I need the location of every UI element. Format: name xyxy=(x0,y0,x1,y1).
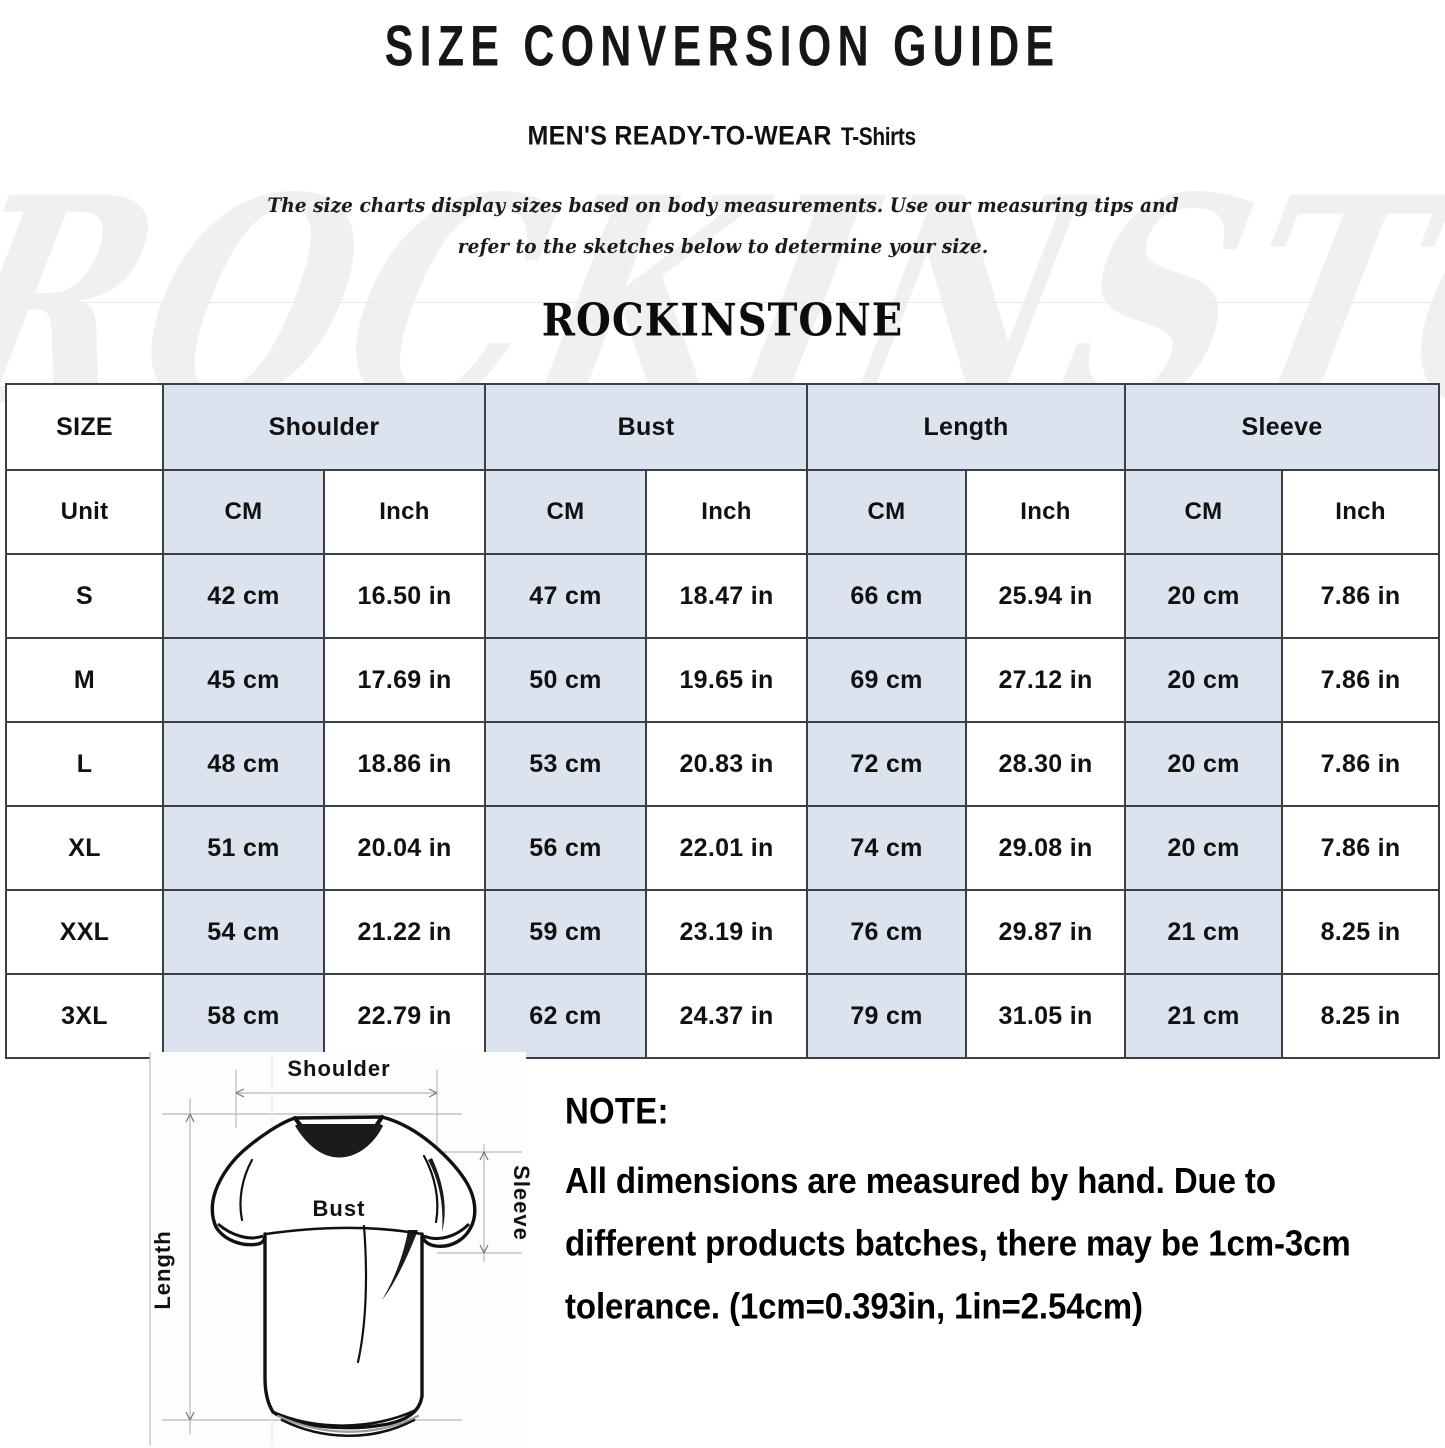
cell-length-in: 25.94 in xyxy=(965,553,1127,639)
bottom-section: Shoulder Bust Sleeve Length NOTE: All di… xyxy=(0,1040,1445,1448)
diagram-label-shoulder: Shoulder xyxy=(287,1056,390,1081)
header: SIZE CONVERSION GUIDE MEN'S READY-TO-WEA… xyxy=(0,0,1445,347)
note-block: NOTE: All dimensions are measured by han… xyxy=(565,1090,1415,1325)
cell-bust-in: 23.19 in xyxy=(644,889,809,975)
table-header-row-measurements: SIZE Shoulder Bust Length Sleeve xyxy=(5,383,1441,471)
table-row: L 48 cm 18.86 in 53 cm 20.83 in 72 cm 28… xyxy=(5,721,1441,807)
header-shoulder-inch: Inch xyxy=(323,469,486,555)
subtitle-product: T-Shirts xyxy=(840,121,916,151)
cell-sleeve-cm: 20 cm xyxy=(1124,553,1284,639)
cell-bust-in: 19.65 in xyxy=(644,637,809,723)
cell-size: XXL xyxy=(5,889,164,975)
header-shoulder: Shoulder xyxy=(162,383,486,471)
size-conversion-table: SIZE Shoulder Bust Length Sleeve Unit CM… xyxy=(5,383,1441,1059)
cell-shoulder-cm: 51 cm xyxy=(162,805,325,891)
table-row: XL 51 cm 20.04 in 56 cm 22.01 in 74 cm 2… xyxy=(5,805,1441,891)
cell-bust-in: 18.47 in xyxy=(644,553,809,639)
diagram-label-length: Length xyxy=(150,1230,175,1309)
size-table-container: SIZE Shoulder Bust Length Sleeve Unit CM… xyxy=(5,383,1441,1059)
header-bust-inch: Inch xyxy=(644,469,809,555)
cell-shoulder-cm: 42 cm xyxy=(162,553,325,639)
cell-sleeve-in: 8.25 in xyxy=(1281,973,1441,1059)
cell-size: S xyxy=(5,553,164,639)
cell-sleeve-in: 7.86 in xyxy=(1281,805,1441,891)
cell-bust-cm: 56 cm xyxy=(484,805,647,891)
cell-bust-cm: 47 cm xyxy=(484,553,647,639)
header-size: SIZE xyxy=(5,383,164,471)
cell-shoulder-in: 22.79 in xyxy=(323,973,486,1059)
table-row: XXL 54 cm 21.22 in 59 cm 23.19 in 76 cm … xyxy=(5,889,1441,975)
cell-sleeve-in: 7.86 in xyxy=(1281,637,1441,723)
table-row: 3XL 58 cm 22.79 in 62 cm 24.37 in 79 cm … xyxy=(5,973,1441,1059)
header-bust-cm: CM xyxy=(484,469,647,555)
cell-length-in: 28.30 in xyxy=(965,721,1127,807)
header-bust: Bust xyxy=(483,383,809,471)
cell-bust-in: 22.01 in xyxy=(644,805,809,891)
cell-bust-cm: 50 cm xyxy=(484,637,647,723)
cell-length-in: 31.05 in xyxy=(965,973,1127,1059)
cell-shoulder-in: 17.69 in xyxy=(323,637,486,723)
cell-length-cm: 76 cm xyxy=(806,889,968,975)
cell-shoulder-in: 16.50 in xyxy=(323,553,486,639)
cell-sleeve-cm: 21 cm xyxy=(1124,889,1284,975)
header-length-inch: Inch xyxy=(965,469,1127,555)
cell-shoulder-cm: 48 cm xyxy=(162,721,325,807)
cell-size: XL xyxy=(5,805,164,891)
cell-sleeve-cm: 20 cm xyxy=(1124,637,1284,723)
cell-shoulder-cm: 58 cm xyxy=(162,973,325,1059)
cell-bust-cm: 59 cm xyxy=(484,889,647,975)
cell-bust-cm: 53 cm xyxy=(484,721,647,807)
table-row: S 42 cm 16.50 in 47 cm 18.47 in 66 cm 25… xyxy=(5,553,1441,639)
page-title: SIZE CONVERSION GUIDE xyxy=(384,14,1061,79)
cell-sleeve-cm: 20 cm xyxy=(1124,721,1284,807)
cell-bust-cm: 62 cm xyxy=(484,973,647,1059)
header-sleeve-inch: Inch xyxy=(1281,469,1441,555)
cell-shoulder-cm: 54 cm xyxy=(162,889,325,975)
note-label: NOTE: xyxy=(565,1090,669,1132)
header-length-cm: CM xyxy=(806,469,968,555)
header-sleeve-cm: CM xyxy=(1124,469,1284,555)
table-row: M 45 cm 17.69 in 50 cm 19.65 in 69 cm 27… xyxy=(5,637,1441,723)
cell-shoulder-in: 18.86 in xyxy=(323,721,486,807)
subtitle-category: MEN'S READY-TO-WEAR xyxy=(527,120,832,151)
cell-length-cm: 74 cm xyxy=(806,805,968,891)
cell-length-in: 27.12 in xyxy=(965,637,1127,723)
cell-length-cm: 72 cm xyxy=(806,721,968,807)
cell-bust-in: 24.37 in xyxy=(644,973,809,1059)
note-text: All dimensions are measured by hand. Due… xyxy=(565,1159,1351,1326)
header-shoulder-cm: CM xyxy=(162,469,325,555)
diagram-label-sleeve: Sleeve xyxy=(509,1165,534,1241)
subtitle: MEN'S READY-TO-WEAR T-Shirts xyxy=(0,120,1445,151)
cell-length-cm: 69 cm xyxy=(806,637,968,723)
cell-sleeve-in: 7.86 in xyxy=(1281,553,1441,639)
cell-length-cm: 79 cm xyxy=(806,973,968,1059)
cell-sleeve-in: 7.86 in xyxy=(1281,721,1441,807)
cell-sleeve-cm: 20 cm xyxy=(1124,805,1284,891)
header-sleeve: Sleeve xyxy=(1124,383,1441,471)
cell-size: 3XL xyxy=(5,973,164,1059)
header-unit: Unit xyxy=(5,469,164,555)
tshirt-measurement-diagram: Shoulder Bust Sleeve Length xyxy=(132,1048,544,1448)
cell-length-in: 29.08 in xyxy=(965,805,1127,891)
cell-sleeve-in: 8.25 in xyxy=(1281,889,1441,975)
table-header-row-units: Unit CM Inch CM Inch CM Inch CM Inch xyxy=(5,469,1441,555)
cell-shoulder-in: 21.22 in xyxy=(323,889,486,975)
cell-bust-in: 20.83 in xyxy=(644,721,809,807)
cell-size: L xyxy=(5,721,164,807)
cell-shoulder-cm: 45 cm xyxy=(162,637,325,723)
cell-size: M xyxy=(5,637,164,723)
description-text: The size charts display sizes based on b… xyxy=(266,192,1179,258)
header-length: Length xyxy=(806,383,1127,471)
cell-length-cm: 66 cm xyxy=(806,553,968,639)
brand-name: ROCKINSTONE xyxy=(541,294,904,347)
diagram-label-bust: Bust xyxy=(313,1196,366,1221)
cell-sleeve-cm: 21 cm xyxy=(1124,973,1284,1059)
cell-shoulder-in: 20.04 in xyxy=(323,805,486,891)
cell-length-in: 29.87 in xyxy=(965,889,1127,975)
